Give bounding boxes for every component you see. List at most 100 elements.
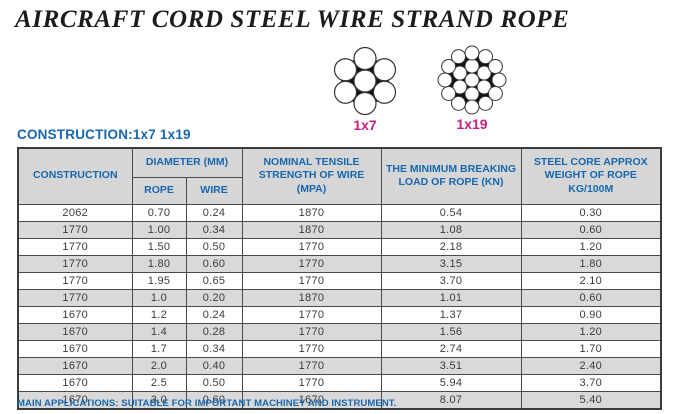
table-cell: 0.60	[185, 254, 243, 273]
table-cell: 1770	[17, 271, 133, 290]
table-cell: 1.70	[520, 339, 662, 358]
table-row: 1670 2.5 0.50 1770 5.94 3.70	[17, 373, 662, 392]
table-cell: 1870	[241, 220, 382, 239]
table-cell: 1770	[17, 254, 133, 273]
table-cell: 0.50	[185, 373, 243, 392]
table-cell: 1670	[17, 373, 133, 392]
table-body: 2062 0.70 0.24 1870 0.54 0.30 1770 1.00 0.34 1870…	[17, 203, 662, 409]
table-row: 1670 2.0 0.40 1770 3.51 2.40	[17, 356, 662, 375]
table-cell: 5.40	[520, 390, 662, 409]
table-cell: 3.70	[380, 271, 522, 290]
table-cell: 0.70	[131, 203, 187, 222]
table-row: 1670 1.2 0.24 1770 1.37 0.90	[17, 305, 662, 324]
table-cell: 1870	[241, 288, 382, 307]
table-cell: 1.56	[380, 322, 522, 341]
table-cell: 2.74	[380, 339, 522, 358]
table-cell: 0.24	[185, 203, 243, 222]
table-cell: 0.90	[520, 305, 662, 324]
table-row: 2062 0.70 0.24 1870 0.54 0.30	[17, 203, 662, 222]
table-cell: 1670	[17, 322, 133, 341]
table-cell: 5.94	[380, 373, 522, 392]
table-row: 1670 3.0 0.60 1670 8.07 5.40	[17, 390, 662, 409]
table-cell: 0.24	[185, 305, 243, 324]
table-cell: 2062	[17, 203, 133, 222]
table-row: 1770 1.0 0.20 1870 1.01 0.60	[17, 288, 662, 307]
diagram-label-1x7: 1x7	[353, 117, 377, 133]
table-cell: 3.51	[380, 356, 522, 375]
col-header-tensile-strength: NOMINAL TENSILE STRENGTH OF WIRE (MPA)	[241, 147, 382, 205]
table-cell: 1770	[241, 356, 382, 375]
table-cell: 1670	[17, 305, 133, 324]
table-cell: 1.00	[131, 220, 187, 239]
table-cell: 3.0	[131, 390, 187, 409]
page-title: AIRCRAFT CORD STEEL WIRE STRAND ROPE	[15, 6, 570, 33]
col-header-diameter: DIAMETER (MM)	[131, 147, 243, 178]
footer-note: MAIN APPLICATIONS: SUITABLE FOR IMPORTAN…	[17, 398, 397, 409]
table-cell: 2.40	[520, 356, 662, 375]
table-cell: 0.20	[185, 288, 243, 307]
table-cell: 1.20	[520, 322, 662, 341]
table-cell: 1.2	[131, 305, 187, 324]
table-cell: 1.80	[520, 254, 662, 273]
table-cell: 1.95	[131, 271, 187, 290]
table-cell: 1.7	[131, 339, 187, 358]
table-cell: 1670	[241, 390, 382, 409]
table-cell: 0.60	[185, 390, 243, 409]
table-row: 1770 1.80 0.60 1770 3.15 1.80	[17, 254, 662, 273]
table-cell: 2.10	[520, 271, 662, 290]
table-cell: 3.70	[520, 373, 662, 392]
table-header: CONSTRUCTION DIAMETER (MM) NOMINAL TENSI…	[17, 147, 662, 205]
table-cell: 0.60	[520, 220, 662, 239]
table-cell: 1.20	[520, 237, 662, 256]
table-cell: 1770	[241, 322, 382, 341]
table-row: 1770 1.00 0.34 1870 1.08 0.60	[17, 220, 662, 239]
table-cell: 0.60	[520, 288, 662, 307]
col-header-rope: ROPE	[131, 176, 187, 205]
table-cell: 1.50	[131, 237, 187, 256]
table-cell: 1770	[241, 271, 382, 290]
table-cell: 1.01	[380, 288, 522, 307]
table-cell: 0.50	[185, 237, 243, 256]
table-cell: 1770	[241, 237, 382, 256]
spec-table: CONSTRUCTION DIAMETER (MM) NOMINAL TENSI…	[17, 147, 662, 410]
table-cell: 2.5	[131, 373, 187, 392]
table-cell: 1.80	[131, 254, 187, 273]
strand-diagram-1x7: 1x7	[330, 46, 400, 133]
col-header-breaking-load: THE MINIMUM BREAKING LOAD OF ROPE (KN)	[380, 147, 522, 205]
strand-cross-section-1x19-icon	[437, 45, 507, 115]
table-cell: 1770	[241, 254, 382, 273]
table-cell: 2.18	[380, 237, 522, 256]
table-row: 1770 1.50 0.50 1770 2.18 1.20	[17, 237, 662, 256]
table-cell: 0.34	[185, 339, 243, 358]
table-cell: 0.30	[520, 203, 662, 222]
table-cell: 1.08	[380, 220, 522, 239]
col-header-construction: CONSTRUCTION	[17, 147, 133, 205]
table-cell: 0.54	[380, 203, 522, 222]
table-cell: 1670	[17, 339, 133, 358]
col-header-wire: WIRE	[185, 176, 243, 205]
construction-line: CONSTRUCTION:1x7 1x19	[17, 127, 191, 142]
table-cell: 1670	[17, 390, 133, 409]
table-cell: 1770	[17, 220, 133, 239]
table-cell: 0.40	[185, 356, 243, 375]
table-cell: 0.34	[185, 220, 243, 239]
table-cell: 0.28	[185, 322, 243, 341]
table-cell: 1.4	[131, 322, 187, 341]
table-cell: 1770	[241, 373, 382, 392]
table-row: 1670 1.7 0.34 1770 2.74 1.70	[17, 339, 662, 358]
strand-cross-section-1x7-icon	[333, 46, 397, 116]
table-cell: 1770	[241, 339, 382, 358]
table-cell: 1770	[241, 305, 382, 324]
table-cell: 1.0	[131, 288, 187, 307]
table-cell: 1.37	[380, 305, 522, 324]
table-cell: 1670	[17, 356, 133, 375]
table-row: 1670 1.4 0.28 1770 1.56 1.20	[17, 322, 662, 341]
diagram-label-1x19: 1x19	[456, 116, 488, 132]
strand-diagram-1x19: 1x19	[436, 45, 508, 132]
table-cell: 3.15	[380, 254, 522, 273]
table-cell: 1770	[17, 237, 133, 256]
table-cell: 0.65	[185, 271, 243, 290]
col-header-core-weight: STEEL CORE APPROX WEIGHT OF ROPE KG/100M	[520, 147, 662, 205]
table-cell: 2.0	[131, 356, 187, 375]
